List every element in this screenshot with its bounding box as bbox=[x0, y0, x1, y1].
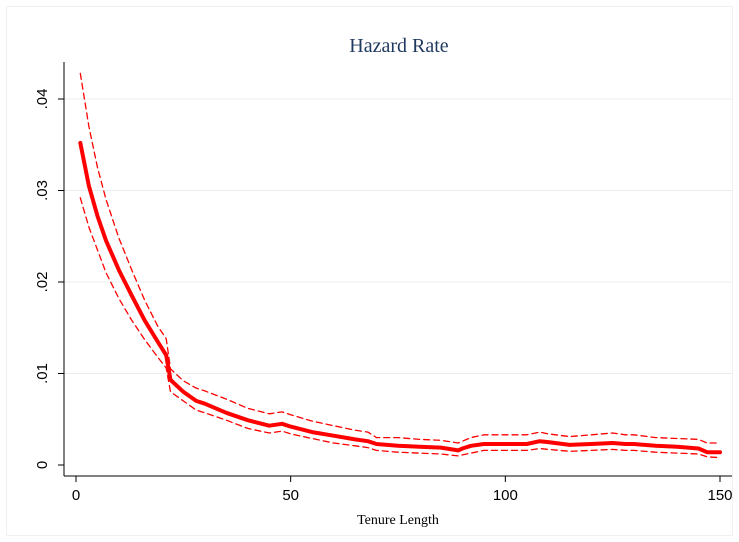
chart-title: Hazard Rate bbox=[349, 35, 449, 57]
y-tick-label: .03 bbox=[34, 180, 51, 201]
x-tick-label: 150 bbox=[707, 487, 732, 504]
x-axis-title: Tenure Length bbox=[357, 513, 439, 528]
grid-lines bbox=[64, 98, 732, 374]
series-lines bbox=[78, 72, 722, 459]
chart-frame bbox=[6, 6, 733, 536]
x-tick-label: 0 bbox=[72, 487, 80, 504]
y-tick-label: 0 bbox=[34, 461, 51, 469]
y-tick-label: .01 bbox=[34, 363, 51, 384]
y-axis-ticks: 0 .01 .02 .03 .04 bbox=[34, 89, 64, 469]
x-tick-label: 50 bbox=[282, 487, 299, 504]
x-axis-ticks: 0 50 100 150 bbox=[72, 476, 733, 504]
y-tick-label: .04 bbox=[34, 89, 51, 110]
lower-ci-line bbox=[79, 197, 721, 459]
y-tick-label: .02 bbox=[34, 272, 51, 293]
hazard-rate-line bbox=[78, 140, 722, 455]
x-tick-label: 100 bbox=[493, 487, 518, 504]
